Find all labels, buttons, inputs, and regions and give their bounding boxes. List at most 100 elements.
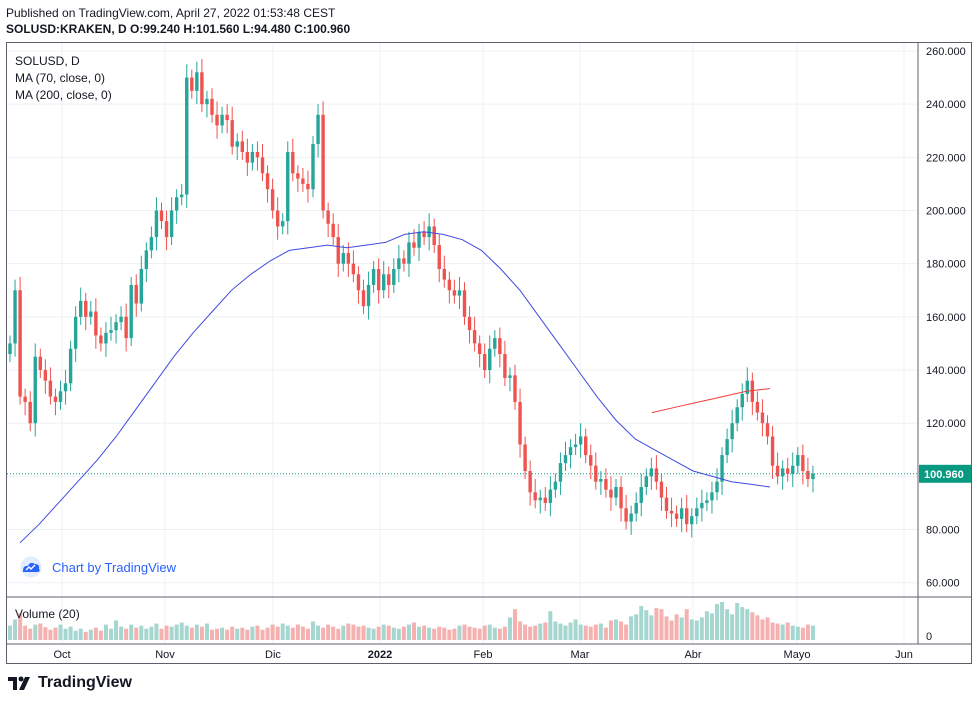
candle-body bbox=[750, 380, 755, 402]
volume-bar bbox=[412, 622, 416, 640]
tradingview-brand[interactable]: TradingView bbox=[8, 674, 132, 692]
candle-body bbox=[513, 375, 517, 402]
volume-bar bbox=[103, 624, 108, 640]
volume-bar bbox=[119, 626, 124, 640]
legend-symbol: SOLUSD, D bbox=[15, 54, 80, 68]
volume-bar bbox=[210, 629, 214, 640]
candle-body bbox=[356, 274, 361, 291]
x-tick-label: Jun bbox=[895, 649, 913, 661]
legend-volume: Volume (20) bbox=[15, 607, 80, 621]
candle-body bbox=[584, 436, 588, 456]
volume-bar bbox=[300, 626, 305, 640]
candle-body bbox=[780, 468, 785, 477]
candle-body bbox=[624, 508, 628, 522]
candle-body bbox=[265, 173, 270, 190]
candle-body bbox=[109, 330, 113, 333]
candle-body bbox=[765, 423, 770, 437]
candle-body bbox=[114, 322, 118, 331]
candle-body bbox=[614, 486, 618, 498]
candle-body bbox=[316, 114, 320, 145]
candle-body bbox=[407, 242, 411, 264]
candle-body bbox=[447, 279, 452, 291]
candle-body bbox=[159, 210, 164, 222]
candle-body bbox=[8, 343, 12, 355]
candle-body bbox=[139, 268, 143, 304]
volume-bar bbox=[149, 626, 154, 640]
candle-body bbox=[629, 513, 633, 522]
volume-bar bbox=[230, 626, 235, 640]
volume-bar bbox=[129, 624, 134, 640]
volume-bar bbox=[260, 629, 265, 640]
volume-bar bbox=[518, 621, 523, 640]
volume-bar bbox=[341, 625, 346, 640]
volume-bar bbox=[13, 619, 18, 640]
volume-bar bbox=[588, 626, 593, 640]
candle-body bbox=[452, 290, 457, 296]
candle-body bbox=[578, 436, 583, 445]
candle-body bbox=[275, 210, 280, 227]
volume-bar bbox=[43, 627, 48, 640]
volume-bar bbox=[23, 625, 28, 640]
volume-bar bbox=[98, 630, 103, 640]
volume-bar bbox=[33, 624, 38, 640]
cloud-logo-icon bbox=[20, 556, 42, 578]
volume-bar bbox=[558, 623, 563, 640]
volume-bar bbox=[578, 624, 583, 640]
candle-body bbox=[563, 455, 568, 464]
volume-bar bbox=[674, 614, 679, 640]
volume-bar bbox=[477, 628, 482, 640]
volume-bar bbox=[457, 625, 462, 640]
volume-bar bbox=[704, 611, 709, 640]
volume-bar bbox=[406, 624, 411, 640]
tradingview-watermark[interactable]: Chart by TradingView bbox=[18, 556, 176, 578]
candle-body bbox=[129, 284, 133, 339]
candle-body bbox=[604, 479, 608, 490]
volume-bar bbox=[93, 627, 98, 640]
candle-body bbox=[144, 250, 149, 269]
volume-bar bbox=[528, 626, 533, 640]
candle-body bbox=[119, 316, 123, 323]
volume-bar bbox=[139, 625, 144, 640]
candle-body bbox=[417, 231, 421, 248]
candle-body bbox=[619, 486, 623, 509]
volume-bar bbox=[437, 626, 442, 640]
y-tick-label: 80.000 bbox=[926, 525, 960, 537]
volume-bar bbox=[53, 627, 58, 640]
volume-bar bbox=[174, 624, 179, 640]
volume-bar bbox=[805, 624, 810, 640]
x-tick-label: Dic bbox=[265, 649, 281, 661]
candle-body bbox=[523, 444, 527, 472]
candle-body bbox=[503, 354, 507, 378]
candle-body bbox=[18, 290, 22, 397]
candle-body bbox=[255, 152, 260, 158]
candle-body bbox=[432, 226, 436, 246]
candle-body bbox=[483, 354, 487, 371]
candle-body bbox=[58, 391, 63, 402]
volume-bar bbox=[88, 629, 93, 640]
volume-tick-label: 0 bbox=[926, 631, 932, 643]
candle-body bbox=[462, 290, 467, 317]
candle-body bbox=[185, 77, 189, 195]
volume-bar bbox=[750, 612, 755, 640]
volume-bar bbox=[250, 626, 255, 640]
candle-body bbox=[669, 510, 674, 514]
candle-body bbox=[351, 263, 356, 275]
volume-bar bbox=[755, 615, 760, 640]
candle-body bbox=[705, 500, 709, 503]
volume-bar bbox=[694, 620, 699, 640]
candle-body bbox=[250, 152, 255, 163]
y-tick-label: 160.000 bbox=[926, 312, 966, 324]
candle-body bbox=[644, 476, 648, 487]
volume-bar bbox=[311, 621, 315, 640]
y-tick-label: 220.000 bbox=[926, 152, 966, 164]
volume-bar bbox=[356, 626, 361, 640]
volume-bar bbox=[336, 628, 341, 640]
volume-bar bbox=[169, 626, 174, 640]
volume-bar bbox=[321, 627, 326, 640]
volume-bar bbox=[684, 609, 689, 640]
volume-bar bbox=[669, 620, 674, 640]
candle-body bbox=[33, 356, 37, 424]
symbol-ohlc-line: SOLUSD:KRAKEN, D O:99.240 H:101.560 L:94… bbox=[6, 22, 351, 36]
volume-bar bbox=[38, 623, 43, 640]
